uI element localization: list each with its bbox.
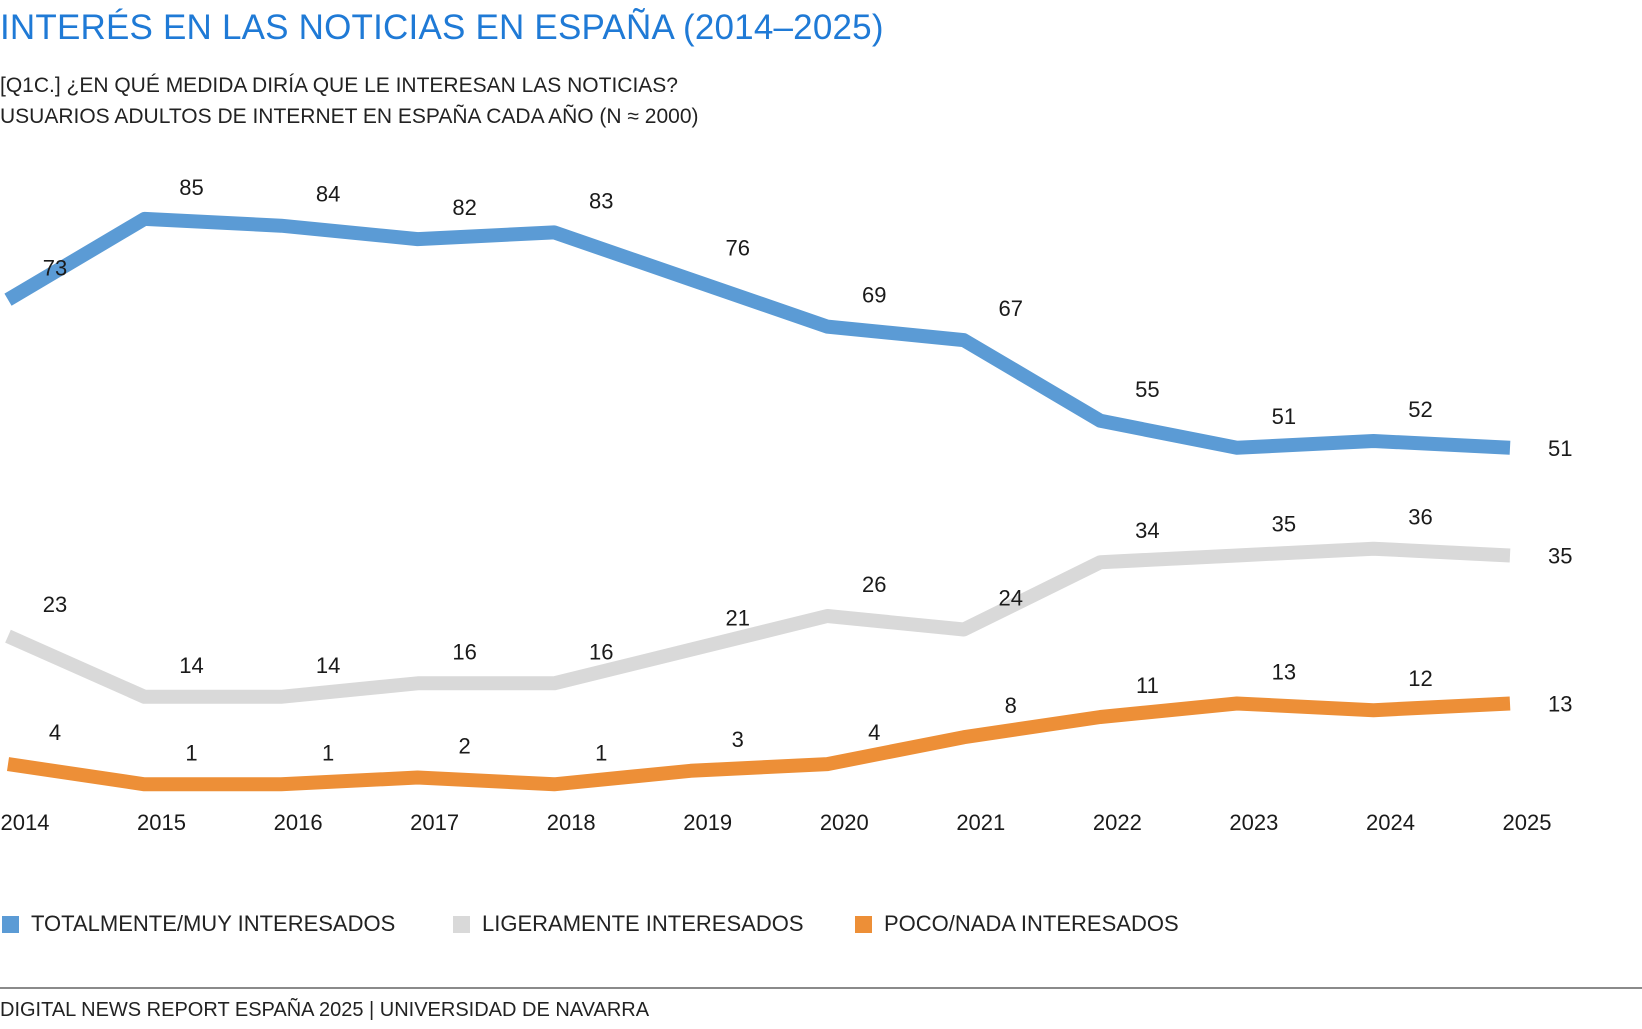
data-label-poco-nada-interesados-2024: 12 <box>1408 666 1432 691</box>
data-label-ligeramente-interesados-2016: 14 <box>316 653 340 678</box>
chart-subtitle-question: [Q1C.] ¿EN QUÉ MEDIDA DIRÍA QUE LE INTER… <box>0 74 678 97</box>
data-label-poco-nada-interesados-2021: 8 <box>1005 693 1017 718</box>
data-label-totalmente-muy-interesados-2018: 83 <box>589 188 613 213</box>
legend-label: POCO/NADA INTERESADOS <box>884 911 1179 936</box>
data-label-ligeramente-interesados-2025: 35 <box>1548 544 1572 569</box>
data-label-totalmente-muy-interesados-2016: 84 <box>316 182 340 207</box>
footer-divider <box>0 987 1642 989</box>
x-tick-label-2014: 2014 <box>1 810 50 835</box>
data-label-poco-nada-interesados-2025: 13 <box>1548 692 1572 717</box>
legend: TOTALMENTE/MUY INTERESADOS LIGERAMENTE I… <box>0 911 1642 941</box>
data-label-poco-nada-interesados-2017: 2 <box>458 734 470 759</box>
data-label-totalmente-muy-interesados-2020: 69 <box>862 283 886 308</box>
data-label-ligeramente-interesados-2021: 24 <box>999 586 1023 611</box>
chart-title: INTERÉS EN LAS NOTICIAS EN ESPAÑA (2014–… <box>0 8 884 47</box>
legend-label: TOTALMENTE/MUY INTERESADOS <box>31 911 396 936</box>
series-line-ligeramente-interesados <box>5 541 1511 704</box>
legend-item-ligeramente: LIGERAMENTE INTERESADOS <box>453 911 804 937</box>
data-label-ligeramente-interesados-2017: 16 <box>452 639 476 664</box>
data-label-poco-nada-interesados-2023: 13 <box>1272 660 1296 685</box>
data-label-totalmente-muy-interesados-2021: 67 <box>999 296 1023 321</box>
data-label-poco-nada-interesados-2016: 1 <box>322 740 334 765</box>
x-tick-label-2025: 2025 <box>1503 810 1552 835</box>
data-label-ligeramente-interesados-2018: 16 <box>589 639 613 664</box>
x-axis-tick-labels: 2014 2015 2016 2017 2018 2019 2020 2021 2022 2023… <box>1 810 1552 835</box>
data-label-totalmente-muy-interesados-2022: 55 <box>1135 377 1159 402</box>
series-lines <box>4 211 1511 792</box>
data-label-poco-nada-interesados-2015: 1 <box>185 740 197 765</box>
x-tick-label-2021: 2021 <box>956 810 1005 835</box>
x-tick-label-2022: 2022 <box>1093 810 1142 835</box>
data-label-poco-nada-interesados-2018: 1 <box>595 740 607 765</box>
data-label-poco-nada-interesados-2022: 11 <box>1136 673 1159 698</box>
data-label-poco-nada-interesados-2019: 3 <box>732 727 744 752</box>
data-label-ligeramente-interesados-2015: 14 <box>179 653 203 678</box>
data-label-ligeramente-interesados-2022: 34 <box>1135 518 1159 543</box>
data-label-totalmente-muy-interesados-2019: 76 <box>725 236 749 261</box>
data-label-totalmente-muy-interesados-2014: 73 <box>43 256 67 281</box>
legend-swatch-grey <box>453 915 470 933</box>
x-tick-label-2018: 2018 <box>547 810 596 835</box>
x-tick-label-2023: 2023 <box>1229 810 1278 835</box>
series-line-totalmente-muy-interesados <box>4 211 1511 455</box>
legend-swatch-orange <box>855 915 872 933</box>
data-label-totalmente-muy-interesados-2015: 85 <box>179 175 203 200</box>
x-tick-label-2024: 2024 <box>1366 810 1415 835</box>
series-line-poco-nada-interesados <box>6 696 1511 792</box>
data-label-ligeramente-interesados-2020: 26 <box>862 572 886 597</box>
x-tick-label-2016: 2016 <box>274 810 323 835</box>
data-label-totalmente-muy-interesados-2017: 82 <box>452 195 476 220</box>
x-tick-label-2020: 2020 <box>820 810 869 835</box>
data-label-totalmente-muy-interesados-2023: 51 <box>1272 404 1296 429</box>
legend-item-poco-nada: POCO/NADA INTERESADOS <box>855 911 1179 937</box>
data-label-totalmente-muy-interesados-2025: 51 <box>1548 436 1572 461</box>
data-label-ligeramente-interesados-2019: 21 <box>725 606 749 631</box>
x-tick-label-2017: 2017 <box>410 810 459 835</box>
legend-item-totalmente: TOTALMENTE/MUY INTERESADOS <box>2 911 395 937</box>
legend-label: LIGERAMENTE INTERESADOS <box>482 911 804 936</box>
data-label-poco-nada-interesados-2014: 4 <box>49 720 61 745</box>
x-tick-label-2019: 2019 <box>683 810 732 835</box>
data-label-totalmente-muy-interesados-2024: 52 <box>1408 397 1432 422</box>
footer-source: DIGITAL NEWS REPORT ESPAÑA 2025 | UNIVER… <box>0 999 650 1021</box>
chart-subtitle-sample: USUARIOS ADULTOS DE INTERNET EN ESPAÑA C… <box>0 105 699 128</box>
data-label-poco-nada-interesados-2020: 4 <box>868 720 880 745</box>
data-label-ligeramente-interesados-2014: 23 <box>43 592 67 617</box>
data-label-ligeramente-interesados-2024: 36 <box>1408 505 1432 530</box>
x-tick-label-2015: 2015 <box>137 810 186 835</box>
legend-swatch-blue <box>2 915 19 933</box>
data-label-ligeramente-interesados-2023: 35 <box>1272 512 1296 537</box>
